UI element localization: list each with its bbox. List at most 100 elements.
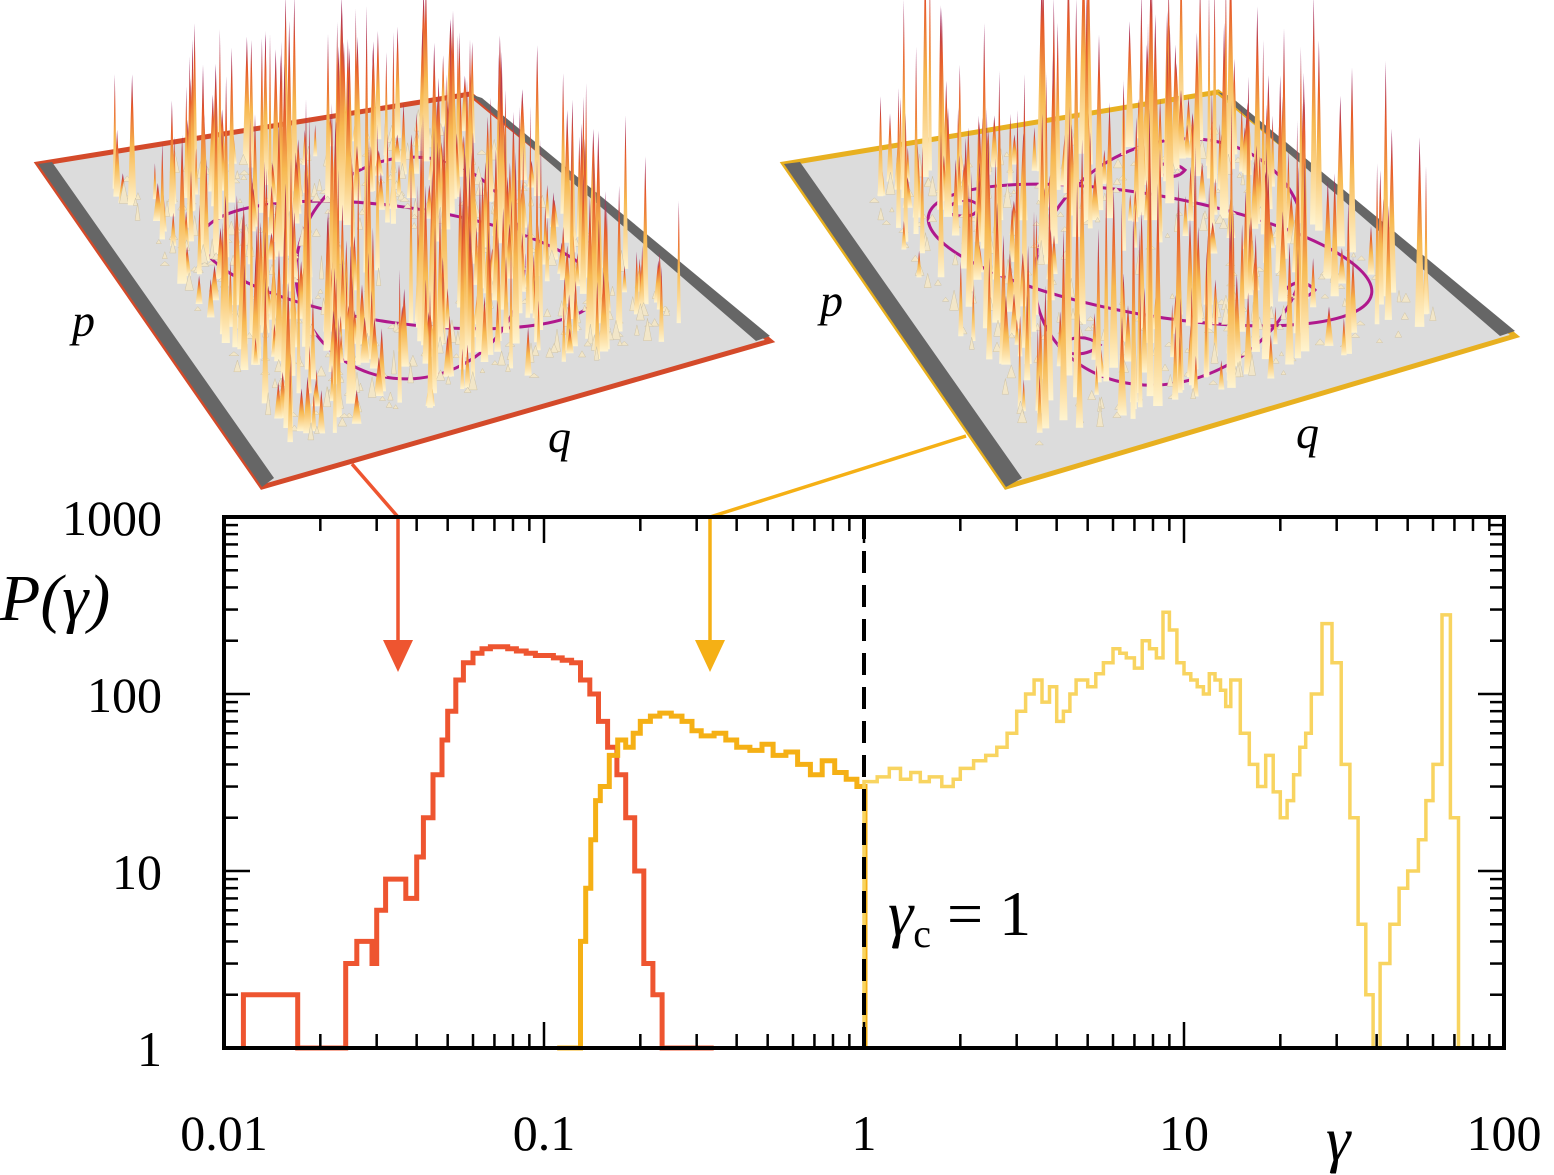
phase-space-spike (868, 197, 880, 203)
phase-space-spike (491, 360, 499, 365)
phase-space-spike (253, 337, 259, 365)
phase-space-spike (881, 220, 892, 225)
phase-space-spike (271, 377, 279, 389)
phase-space-spike (1041, 285, 1050, 429)
phase-space-spike (152, 163, 157, 200)
gamma-c-annotation: γc = 1 (888, 878, 1031, 956)
phase-space-spike (937, 131, 945, 278)
phase-space-spike (311, 228, 321, 237)
phase-space-spike (1351, 251, 1357, 258)
phase-space-spike (271, 194, 276, 352)
phase-space-spike (1187, 166, 1194, 221)
phase-space-spike (468, 371, 478, 391)
phase-space-spike (427, 290, 433, 408)
panel-right-q-label: q (1296, 407, 1319, 458)
phase-space-spike (1036, 199, 1042, 205)
phase-space-spike (476, 149, 488, 155)
phase-space-spike (593, 346, 600, 361)
phase-space-spike (1293, 166, 1303, 334)
phase-space-spike (546, 248, 557, 266)
phase-space-spike (1294, 248, 1302, 359)
x-axis-label: γ (1326, 1106, 1352, 1174)
phase-space-spike (1017, 326, 1022, 408)
phase-space-spike (422, 0, 430, 162)
phase-space-spike (267, 34, 273, 218)
phase-space-spike (1038, 113, 1046, 256)
phase-space-spike (195, 275, 203, 304)
phase-space-spike (1324, 306, 1334, 346)
x-tick-label: 1 (852, 1105, 877, 1161)
phase-space-spike (335, 317, 342, 418)
phase-space-spike (410, 221, 418, 229)
phase-space-spike (901, 221, 907, 250)
phase-space-spike (407, 363, 414, 384)
phase-space-spike (1177, 336, 1183, 393)
tick-labels-layer: 0.01 0.1 1 10 100 1 10 100 1000 (62, 490, 1542, 1161)
phase-space-spike (324, 352, 332, 358)
phase-space-spike (1158, 166, 1163, 243)
phase-space-spike (263, 30, 269, 186)
phase-space-spike (1056, 211, 1065, 217)
phase-space-spike (206, 279, 215, 318)
phase-space-spike (1394, 330, 1403, 338)
phase-space-spike (676, 200, 681, 324)
phase-space-spike (934, 279, 942, 286)
phase-space-spike (311, 394, 317, 432)
phase-space-spike (304, 186, 311, 370)
phase-space-spike (958, 261, 964, 337)
phase-space-spike (311, 192, 321, 202)
phase-space-spike (1341, 317, 1347, 356)
phase-space-spike (1198, 162, 1206, 202)
phase-space-spike (1374, 163, 1380, 325)
phase-space-spike (367, 376, 377, 398)
phase-space-spike (583, 340, 592, 347)
phase-space-spike (399, 288, 409, 367)
phase-space-spike (622, 115, 629, 269)
panel-right-spikes (868, 0, 1437, 446)
phase-space-spike (1193, 355, 1199, 397)
phase-space-spike (233, 359, 242, 373)
phase-space-spike (1210, 342, 1219, 364)
phase-space-spike (1178, 0, 1185, 128)
phase-space-spike (318, 255, 325, 280)
phase-space-spike (538, 139, 544, 330)
phase-space-spike (134, 203, 141, 221)
phase-space-spike (1010, 134, 1018, 165)
phase-space-spike (1280, 370, 1287, 375)
phase-space-spike (1137, 0, 1146, 216)
phase-space-spike (1021, 264, 1027, 348)
phase-space-spike (274, 122, 284, 257)
phase-space-spike (436, 208, 444, 346)
y-tick-label: 1000 (62, 490, 162, 546)
phase-space-spike (543, 307, 552, 317)
phase-space-spike (1008, 206, 1016, 262)
phase-space-spike (337, 416, 348, 427)
panel-left-p-label: p (69, 295, 95, 346)
phase-space-spike (119, 181, 129, 204)
phase-space-spike (1244, 76, 1252, 270)
phase-space-spike (992, 341, 1002, 352)
phase-space-spike (1112, 177, 1122, 185)
phase-space-spike (919, 146, 925, 254)
phase-space-spike (296, 388, 307, 432)
phase-space-spike (1172, 326, 1179, 400)
phase-space-spike (993, 320, 1003, 337)
phase-space-spike (480, 296, 489, 362)
phase-space-spike (1278, 351, 1285, 357)
phase-space-spike (385, 401, 393, 408)
phase-space-spike (1011, 189, 1017, 194)
phase-space-spike (296, 242, 301, 394)
connector-arrow-orange (695, 434, 967, 672)
phase-space-spike (464, 344, 471, 388)
phase-space-spike (903, 113, 909, 242)
phase-space-spike (643, 318, 652, 341)
phase-space-spike (1356, 255, 1366, 261)
phase-space-spike (212, 93, 220, 254)
phase-space-spike (196, 204, 202, 275)
phase-space-spike (390, 32, 396, 224)
phase-space-spike (133, 196, 138, 206)
phase-space-spike (397, 269, 402, 403)
phase-space-spike (1270, 115, 1275, 187)
phase-space-spike (1084, 326, 1093, 331)
phase-space-spike (445, 374, 452, 385)
